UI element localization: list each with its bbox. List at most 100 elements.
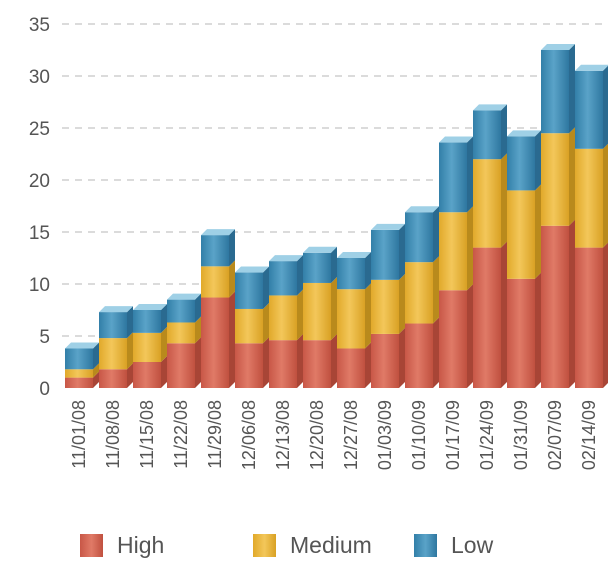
- bar-side-low: [569, 44, 575, 134]
- bar-segment-medium: [575, 148, 603, 248]
- x-tick-label: 12/06/08: [239, 400, 259, 470]
- bar-side-high: [331, 334, 337, 388]
- bar-side-high: [433, 317, 439, 388]
- bar-segment-medium: [371, 279, 399, 334]
- bar-side-medium: [399, 273, 405, 334]
- legend: High Medium Low: [0, 532, 608, 567]
- bar-side-low: [297, 255, 303, 296]
- bar-segment-medium: [303, 282, 331, 341]
- x-tick-label: 01/24/09: [477, 400, 497, 470]
- y-tick-label: 15: [29, 223, 50, 244]
- bar-side-medium: [229, 260, 235, 298]
- x-tick-label: 01/31/09: [511, 400, 531, 470]
- bar-top: [133, 304, 167, 310]
- bar-top: [167, 293, 201, 300]
- bar-segment-medium: [541, 133, 569, 226]
- bar-side-medium: [433, 256, 439, 324]
- bars: [65, 44, 608, 388]
- bar-side-medium: [127, 332, 133, 370]
- y-tick-label: 5: [39, 327, 50, 348]
- bar-top: [439, 136, 473, 143]
- bar-top: [99, 306, 133, 313]
- bar-segment-low: [235, 272, 263, 309]
- bar-side-low: [229, 229, 235, 267]
- bar-side-high: [93, 371, 99, 388]
- legend-swatch-medium: [253, 534, 276, 557]
- bar-side-low: [501, 104, 507, 160]
- legend-item-low: Low: [414, 532, 493, 559]
- bar-side-low: [535, 130, 541, 191]
- bar-segment-medium: [269, 295, 297, 341]
- legend-swatch-high: [80, 534, 103, 557]
- bar-segment-medium: [65, 369, 93, 378]
- bar-segment-high: [405, 323, 433, 388]
- bar-side-low: [93, 342, 99, 370]
- bar-segment-medium: [439, 212, 467, 291]
- bar-side-high: [535, 272, 541, 388]
- bar-side-low: [127, 306, 133, 339]
- bar-top: [65, 342, 99, 349]
- x-tick-label: 11/15/08: [137, 400, 157, 469]
- bar-side-low: [195, 293, 201, 323]
- bar-segment-high: [269, 340, 297, 388]
- bar-side-medium: [365, 283, 371, 349]
- bar-segment-medium: [133, 332, 161, 362]
- bar-segment-low: [201, 235, 229, 267]
- bar-side-low: [161, 304, 167, 333]
- bar-side-high: [297, 334, 303, 388]
- x-tick-label: 01/03/09: [375, 400, 395, 470]
- bar-segment-high: [167, 343, 195, 388]
- bar-segment-medium: [235, 308, 263, 344]
- bar-top: [201, 229, 235, 236]
- x-tick-label: 02/14/09: [579, 400, 599, 470]
- bar-side-low: [263, 266, 269, 309]
- legend-item-high: High: [80, 532, 164, 559]
- x-tick-label: 01/10/09: [409, 400, 429, 470]
- bar-top: [507, 130, 541, 137]
- bar-segment-high: [473, 247, 501, 388]
- bar-top: [303, 246, 337, 253]
- bar-segment-low: [439, 142, 467, 213]
- bar-side-medium: [195, 316, 201, 344]
- bar-top: [235, 266, 269, 273]
- bar-segment-low: [303, 252, 331, 283]
- bar-top: [473, 104, 507, 111]
- bar-segment-medium: [507, 190, 535, 279]
- x-tick-label: 12/20/08: [307, 400, 327, 470]
- bar-segment-high: [201, 297, 229, 388]
- bar-side-medium: [297, 289, 303, 341]
- bar-segment-high: [99, 369, 127, 388]
- x-tick-label: 11/22/08: [171, 400, 191, 469]
- bar-side-low: [365, 252, 371, 290]
- bar-top: [405, 206, 439, 213]
- bar-segment-low: [337, 258, 365, 290]
- bar-segment-medium: [167, 322, 195, 344]
- x-tick-label: 01/17/09: [443, 400, 463, 470]
- x-tick-label: 11/08/08: [103, 400, 123, 469]
- bar-side-low: [467, 136, 473, 213]
- bar-side-high: [399, 327, 405, 388]
- bar-side-high: [501, 241, 507, 388]
- y-tick-label: 0: [39, 379, 50, 400]
- legend-item-medium: Medium: [253, 532, 372, 559]
- bar-side-low: [399, 223, 405, 280]
- legend-swatch-low: [414, 534, 437, 557]
- bar-side-high: [263, 337, 269, 388]
- bar-top: [575, 64, 608, 71]
- bar-side-medium: [161, 326, 167, 362]
- bar-segment-low: [269, 261, 297, 296]
- bar-segment-medium: [99, 338, 127, 370]
- bar-top: [371, 223, 405, 230]
- legend-label-low: Low: [451, 532, 494, 558]
- x-tick-label: 11/01/08: [69, 400, 89, 469]
- bar-segment-high: [303, 340, 331, 388]
- x-tick-label: 12/13/08: [273, 400, 293, 470]
- bar-segment-low: [167, 299, 195, 323]
- bar-segment-medium: [201, 266, 229, 298]
- bar-segment-low: [541, 50, 569, 134]
- y-tick-label: 35: [29, 15, 50, 36]
- bar-side-medium: [535, 184, 541, 279]
- bar-segment-high: [439, 290, 467, 388]
- bar-side-medium: [263, 302, 269, 344]
